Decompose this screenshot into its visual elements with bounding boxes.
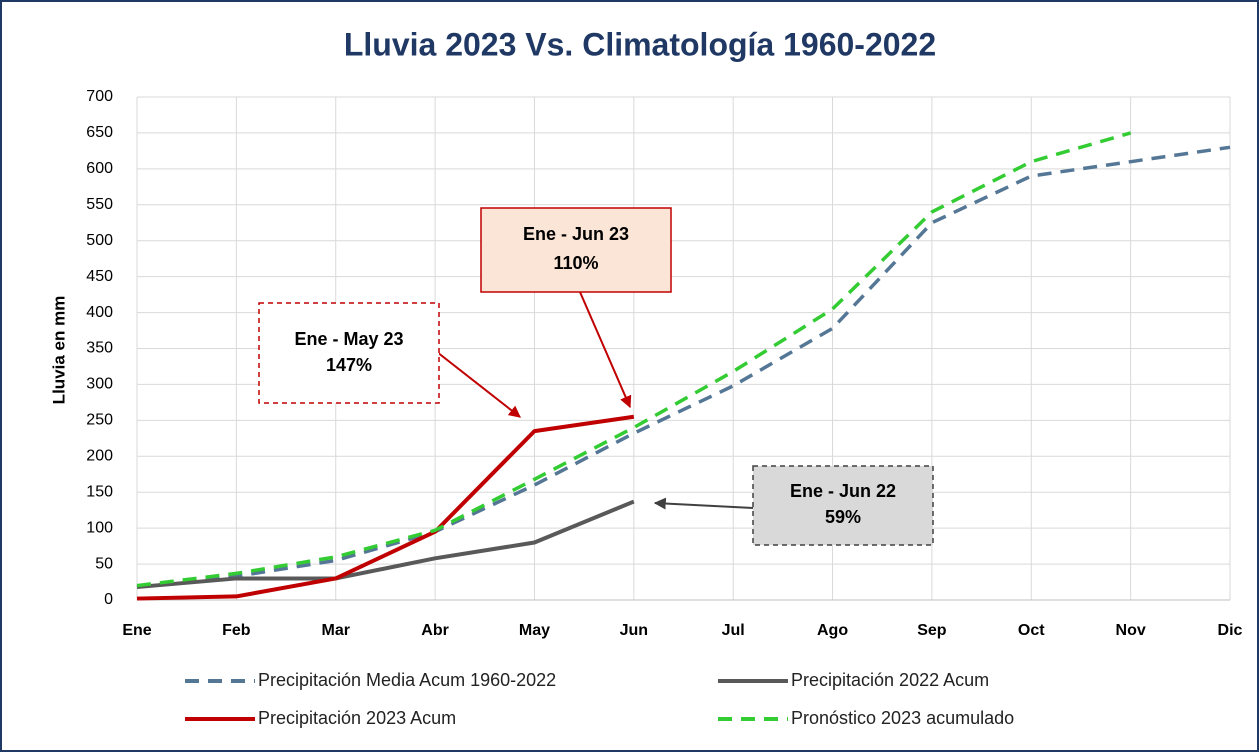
x-tick-label: Ene xyxy=(122,622,151,639)
annotation: Ene - May 23 147% xyxy=(258,302,521,418)
legend-label: Precipitación Media Acum 1960-2022 xyxy=(258,670,556,690)
arrow xyxy=(436,351,521,418)
y-tick-label: 600 xyxy=(86,160,113,177)
y-tick-label: 550 xyxy=(86,196,113,213)
y-tick-label: 650 xyxy=(86,124,113,141)
annotation-box xyxy=(258,302,440,404)
chart-title: Lluvia 2023 Vs. Climatología 1960-2022 xyxy=(344,26,936,62)
y-tick-label: 50 xyxy=(95,555,113,572)
x-tick-label: Jul xyxy=(722,622,745,639)
x-tick-label: May xyxy=(519,622,550,639)
annotation-text: 59% xyxy=(825,507,861,527)
y-tick-label: 0 xyxy=(104,591,113,608)
annotation: Ene - Jun 22 59% xyxy=(653,465,934,546)
legend-label: Precipitación 2023 Acum xyxy=(258,708,456,728)
legend-label: Precipitación 2022 Acum xyxy=(791,670,989,690)
annotation: Ene - Jun 23 110% xyxy=(480,207,672,409)
x-tick-label: Sep xyxy=(917,622,947,639)
y-tick-label: 200 xyxy=(86,448,113,465)
series-line xyxy=(136,499,635,590)
x-tick-label: Dic xyxy=(1218,622,1243,639)
annotation-text: Ene - Jun 23 xyxy=(523,224,629,244)
annotation-box xyxy=(480,207,672,293)
annotation-box xyxy=(752,465,934,546)
x-tick-label: Ago xyxy=(817,622,848,639)
y-tick-label: 350 xyxy=(86,340,113,357)
series-line xyxy=(136,414,635,601)
annotation-text: 110% xyxy=(553,253,598,273)
y-tick-label: 300 xyxy=(86,376,113,393)
annotation-text: Ene - Jun 22 xyxy=(790,481,896,501)
arrow xyxy=(653,497,754,510)
y-tick-label: 700 xyxy=(86,88,113,105)
x-tick-label: Jun xyxy=(620,622,648,639)
y-tick-label: 100 xyxy=(86,519,113,536)
legend-label: Pronóstico 2023 acumulado xyxy=(791,708,1014,728)
annotation-text: Ene - May 23 xyxy=(294,329,403,349)
x-tick-label: Feb xyxy=(222,622,251,639)
y-axis-label: Lluvia en mm xyxy=(49,296,68,405)
x-tick-label: Oct xyxy=(1018,622,1045,639)
x-tick-label: Nov xyxy=(1116,622,1146,639)
annotation-text: 147% xyxy=(326,355,372,375)
x-tick-label: Abr xyxy=(421,622,449,639)
y-tick-label: 250 xyxy=(86,412,113,429)
y-tick-label: 450 xyxy=(86,268,113,285)
y-tick-label: 500 xyxy=(86,232,113,249)
arrow xyxy=(579,291,632,409)
x-tick-label: Mar xyxy=(322,622,350,639)
lines xyxy=(136,131,1231,601)
series-line xyxy=(136,131,1132,588)
y-tick-label: 150 xyxy=(86,483,113,500)
series-line xyxy=(136,145,1231,589)
legend: Precipitación Media Acum 1960-2022 Precip… xyxy=(185,670,1014,728)
y-tick-label: 400 xyxy=(86,304,113,321)
